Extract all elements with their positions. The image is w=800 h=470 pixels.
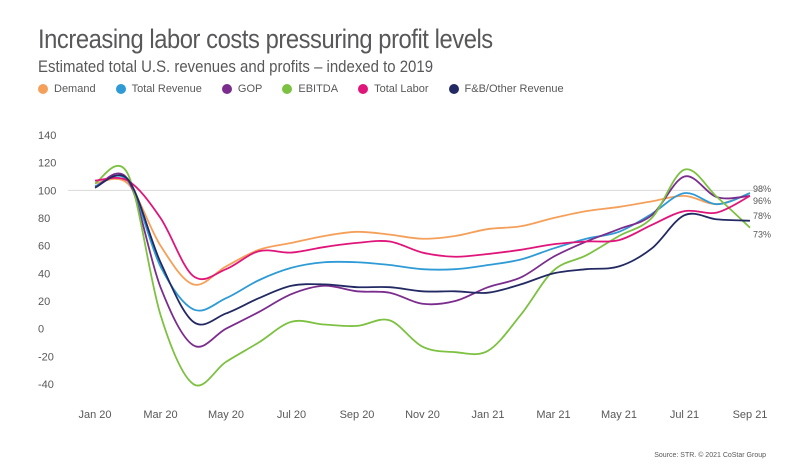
legend-label: F&B/Other Revenue [464, 83, 564, 95]
legend-label: GOP [237, 83, 263, 95]
legend-dot-icon [448, 84, 459, 94]
series-line-f-b-other-revenue [94, 174, 751, 326]
legend-dot-icon [115, 84, 126, 94]
y-tick-label: -40 [38, 379, 54, 391]
y-tick-label: 120 [38, 158, 56, 170]
x-tick-label: Nov 20 [405, 409, 440, 421]
y-tick-label: -20 [38, 351, 54, 363]
x-tick-label: Sep 20 [340, 409, 375, 421]
end-value-label: 96% [753, 196, 771, 206]
x-tick-label: Mar 21 [536, 409, 570, 421]
legend-dot-icon [358, 84, 369, 94]
x-tick-label: Jul 21 [670, 409, 699, 421]
legend-dot-icon [221, 84, 232, 94]
legend-item: Total Revenue [115, 83, 202, 95]
legend-label: EBITDA [298, 83, 339, 95]
legend: Demand Total Revenue GOP EBITDA Total Labor F… [38, 83, 584, 95]
y-tick-label: 80 [38, 213, 50, 225]
end-value-label: 98% [753, 184, 771, 194]
chart-title: Increasing labor costs pressuring profit… [38, 24, 493, 54]
legend-label: Demand [54, 83, 96, 95]
x-tick-label: Mar 20 [143, 409, 177, 421]
y-tick-label: 60 [38, 241, 50, 253]
source-note: Source: STR. © 2021 CoStar Group [654, 452, 766, 459]
series-line-total-revenue [94, 174, 751, 312]
x-tick-label: May 21 [601, 409, 637, 421]
series-line-gop [94, 172, 751, 348]
series-line-ebitda [94, 165, 751, 387]
x-tick-label: Sep 21 [733, 409, 768, 421]
end-value-label: 78% [753, 211, 771, 221]
x-tick-label: Jul 20 [277, 409, 306, 421]
end-value-label: 73% [753, 230, 771, 240]
y-tick-label: 100 [38, 185, 56, 197]
legend-label: Total Labor [374, 83, 429, 95]
legend-dot-icon [38, 84, 48, 94]
legend-item: Total Labor [358, 83, 429, 95]
x-tick-label: May 20 [208, 409, 244, 421]
legend-label: Total Revenue [131, 83, 202, 95]
legend-item: F&B/Other Revenue [448, 83, 564, 95]
legend-item: Demand [38, 83, 96, 95]
y-tick-label: 40 [38, 268, 50, 280]
x-tick-label: Jan 20 [78, 409, 111, 421]
series-line-demand [94, 177, 751, 286]
legend-dot-icon [282, 84, 293, 94]
chart-subtitle: Estimated total U.S. revenues and profit… [38, 57, 434, 76]
legend-item: GOP [221, 83, 263, 95]
x-tick-label: Jan 21 [471, 409, 504, 421]
y-tick-label: 20 [38, 296, 50, 308]
y-tick-label: 140 [38, 130, 56, 142]
series-line-total-labor [94, 177, 751, 281]
y-tick-label: 0 [38, 324, 44, 336]
legend-item: EBITDA [282, 83, 338, 95]
